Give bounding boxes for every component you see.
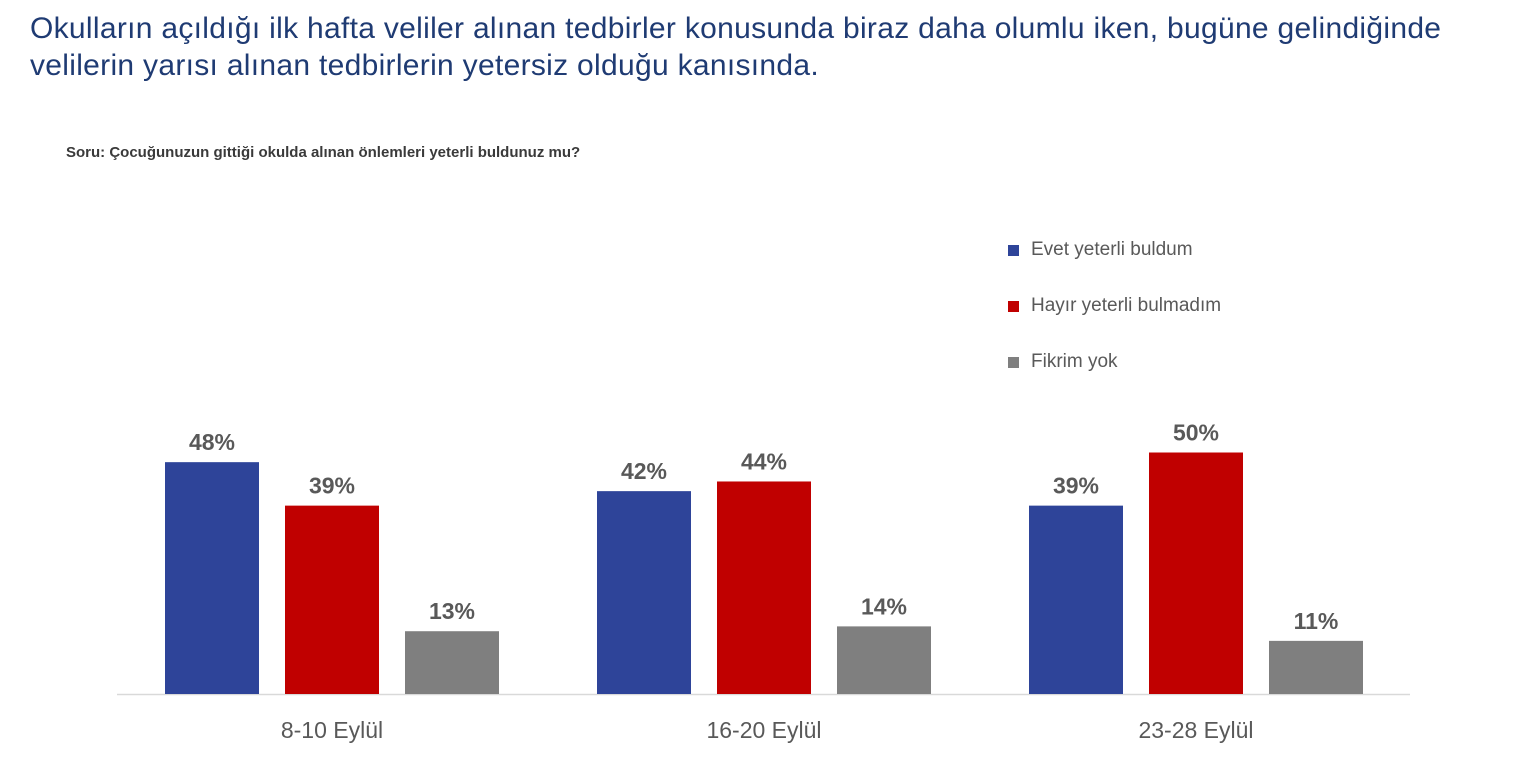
data-label-evet-3: 39%	[1053, 473, 1099, 499]
legend-label-hayir: Hayır yeterli bulmadım	[1031, 295, 1222, 316]
headline: Okulların açıldığı ilk hafta veliler alı…	[30, 12, 1442, 82]
bar-evet-1	[165, 462, 259, 694]
legend-item-hayir: Hayır yeterli bulmadım	[1008, 292, 1221, 320]
data-label-fikrim-yok-3: 11%	[1294, 608, 1339, 634]
data-label-fikrim-yok-1: 13%	[429, 598, 475, 624]
legend-label-evet: Evet yeterli buldum	[1031, 239, 1193, 260]
bar-hayir-2	[717, 481, 811, 694]
legend-swatch-evet	[1008, 244, 1019, 256]
data-label-hayir-2: 44%	[741, 448, 787, 474]
survey-question: Soru: Çocuğunuzun gittiği okulda alınan …	[66, 144, 581, 161]
legend: Evet yeterli buldum Hayır yeterli bulmad…	[1008, 236, 1221, 404]
data-label-hayir-1: 39%	[309, 473, 355, 499]
x-tick-label-1: 8-10 Eylül	[281, 717, 383, 743]
legend-swatch-fikrim-yok	[1008, 356, 1019, 368]
bar-fikrim-yok-3	[1269, 640, 1363, 694]
data-label-hayir-3: 50%	[1173, 420, 1219, 446]
data-label-fikrim-yok-2: 14%	[861, 593, 907, 619]
legend-label-fikrim-yok: Fikrim yok	[1031, 351, 1118, 372]
bar-fikrim-yok-1	[405, 631, 499, 694]
bar-fikrim-yok-2	[837, 626, 931, 694]
bar-evet-2	[597, 491, 691, 694]
bar-hayir-3	[1149, 452, 1243, 694]
legend-swatch-hayir	[1008, 300, 1019, 312]
data-label-evet-1: 48%	[189, 429, 235, 455]
legend-item-evet: Evet yeterli buldum	[1008, 236, 1221, 264]
legend-item-fikrim-yok: Fikrim yok	[1008, 348, 1221, 376]
data-label-evet-2: 42%	[621, 458, 667, 484]
x-tick-label-2: 16-20 Eylül	[706, 717, 821, 743]
x-tick-label-3: 23-28 Eylül	[1138, 717, 1253, 743]
bar-evet-3	[1029, 505, 1123, 694]
bar-hayir-1	[285, 505, 379, 694]
